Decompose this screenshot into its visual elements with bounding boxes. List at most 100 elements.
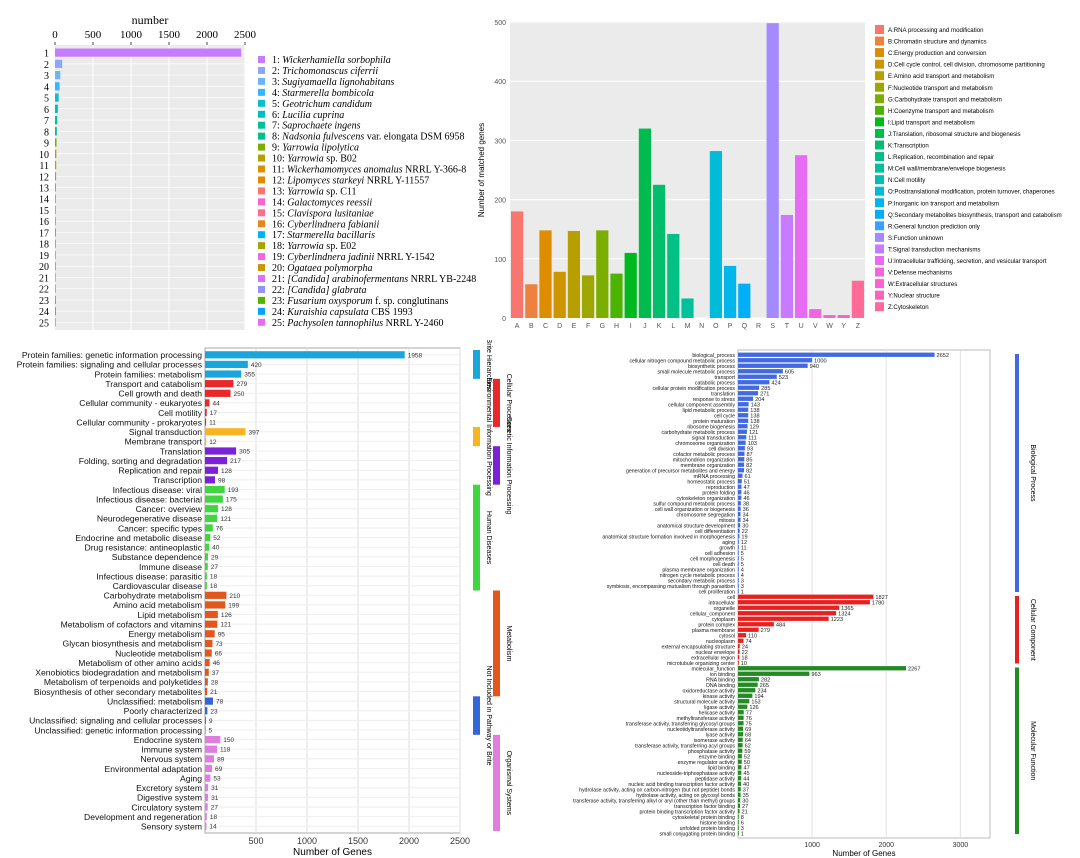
legend-entry: S:Function unknown (888, 235, 943, 242)
term-label: catabolic process (695, 380, 735, 386)
go-bar (738, 765, 742, 770)
legend-swatch (875, 209, 884, 219)
term-label: anatomical structure formation involved … (602, 534, 735, 540)
legend-number: 1: (272, 55, 282, 66)
legend-number: 15: (272, 208, 287, 219)
legend-number: 17: (272, 230, 287, 241)
value-label: 103 (748, 441, 757, 447)
cog-bar (809, 309, 822, 318)
cog-bar (709, 151, 722, 318)
value-label: 78 (216, 699, 224, 706)
value-label: 3 (741, 578, 744, 584)
value-label: 153 (751, 699, 760, 705)
value-label: 1 (741, 831, 744, 837)
x-tick-label: 500 (248, 836, 263, 846)
species-bar (55, 205, 56, 215)
species-bar (55, 48, 242, 57)
category-label: Cardiovascular disease (113, 581, 203, 591)
go-bar (738, 671, 810, 676)
legend-entry: C:Energy production and conversion (888, 50, 987, 57)
group-bar (1015, 667, 1019, 834)
group-label: Biological Process (1029, 444, 1036, 502)
category-label: Xenobiotics biodegradation and metabolis… (35, 668, 202, 678)
category-label: Carbohydrate metabolism (104, 591, 202, 601)
go-bar (738, 622, 774, 627)
category-label: Cell growth and death (118, 389, 202, 399)
value-label: 82 (746, 468, 752, 474)
legend-swatch (875, 140, 884, 150)
value-label: 36 (743, 507, 749, 513)
category-label: Folding, sorting and degradation (79, 456, 202, 466)
legend-entry: 8: Nadsonia fulvescens var. elongata DSM… (272, 132, 464, 143)
term-label: protein folding (702, 490, 735, 496)
go-bar (738, 726, 744, 731)
go-bar (738, 627, 759, 632)
legend-strain: CBS 1993 (369, 307, 413, 318)
category-label: Cellular community - eukaryotes (79, 398, 202, 408)
legend-number: 10: (272, 154, 287, 165)
group-label: Brite Hierarchies (485, 340, 492, 391)
cog-bar (823, 315, 836, 318)
term-label: ion binding (710, 672, 735, 678)
go-bar (738, 781, 741, 786)
term-label: RNA binding (706, 677, 735, 683)
value-label: 22 (742, 529, 748, 535)
legend-entry: Q:Secondary metabolites biosynthesis, tr… (888, 212, 1062, 219)
legend-entry: Z:Cytoskeleton (888, 304, 929, 311)
category-label: Metabolism of cofactors and vitamins (61, 619, 202, 629)
legend-number: 18: (272, 241, 287, 252)
value-label: 150 (223, 737, 234, 744)
value-label: 66 (215, 651, 223, 658)
term-label: helicase activity (699, 710, 736, 716)
x-tick-label: 1500 (158, 29, 181, 41)
cog-bar (624, 252, 637, 318)
kegg-bar (205, 745, 218, 753)
value-label: 143 (751, 402, 760, 408)
species-bar (55, 115, 58, 125)
value-label: 12 (741, 540, 747, 546)
kegg-bar (205, 360, 248, 369)
species-bar (55, 127, 57, 136)
group-bar (493, 590, 500, 697)
value-label: 1223 (831, 617, 843, 623)
legend-species: [Candida] arabinofermentans (287, 274, 408, 285)
legend-species: Ogataea polymorpha (287, 263, 372, 274)
value-label: 14 (209, 824, 217, 831)
kegg-bar (205, 514, 218, 522)
legend-species: Galactomyces reessii (287, 197, 372, 208)
value-label: 40 (743, 782, 749, 788)
x-tick-label: 0 (52, 29, 58, 41)
x-tick-label: E (572, 323, 577, 330)
term-label: protein binding transcription factor act… (640, 809, 736, 815)
go-bar (738, 402, 749, 407)
x-tick-label: F (586, 323, 590, 330)
term-label: hydrolase activity, acting on glycosyl b… (636, 793, 735, 799)
legend-swatch (875, 48, 884, 58)
category-label: Infectious disease: viral (113, 485, 202, 495)
y-tick-label: 500 (494, 20, 506, 27)
y-tick-label: 4 (44, 82, 49, 93)
species-bar (55, 273, 56, 282)
go-bar (738, 666, 907, 671)
category-label: Amino acid metabolism (113, 600, 202, 610)
cog-bar (681, 298, 694, 318)
cog-bar (795, 155, 808, 318)
term-label: mitosis (719, 518, 736, 524)
kegg-bar (205, 793, 209, 801)
kegg-bar (205, 601, 226, 609)
term-label: signal transduction (692, 435, 735, 441)
cog-bar (511, 211, 524, 318)
value-label: 89 (217, 756, 225, 763)
kegg-bar (205, 485, 225, 494)
legend-entry: 13: Yarrowia sp. C11 (272, 186, 357, 197)
go-bar (738, 589, 739, 594)
x-tick-label: H (614, 323, 619, 330)
legend-swatch (258, 253, 265, 261)
legend-entry: M:Cell wall/membrane/envelope biogenesis (888, 166, 1006, 173)
value-label: 5 (209, 727, 213, 734)
cog-bar (596, 230, 609, 318)
legend-number: 8: (272, 132, 282, 143)
legend-entry: G:Carbohydrate transport and metabolism (888, 96, 1002, 103)
legend-entry: D:Cell cycle control, cell division, chr… (888, 62, 1045, 69)
cog-bar (653, 184, 666, 318)
